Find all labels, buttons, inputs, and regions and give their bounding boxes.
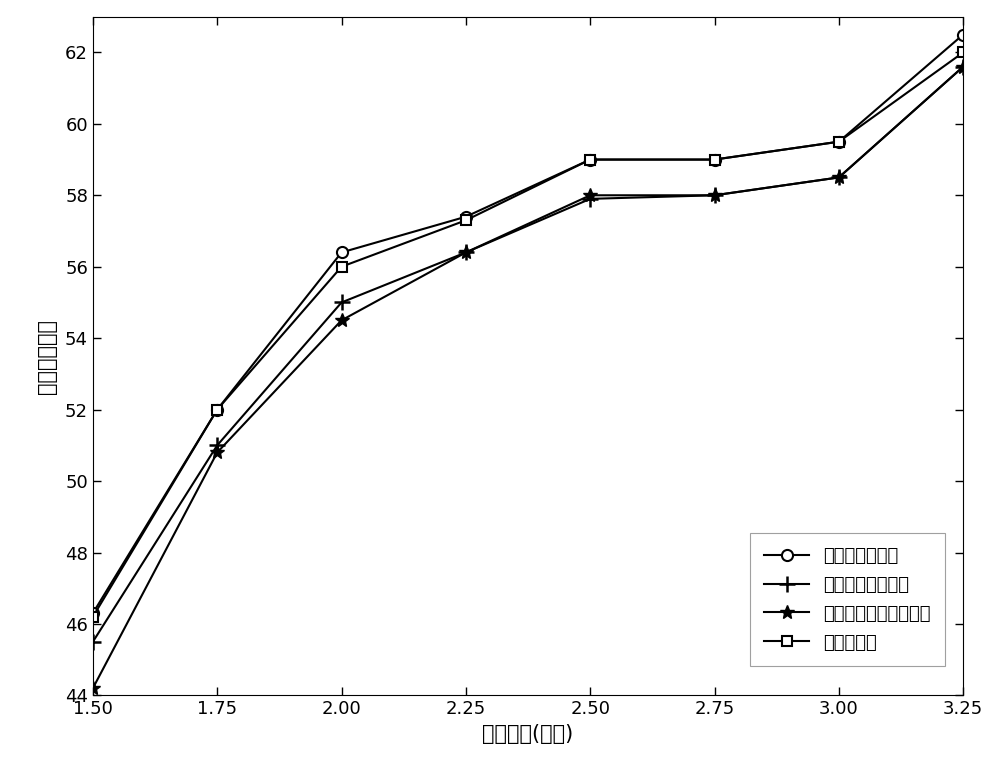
噴射等待路由方法 — [957, 62, 969, 71]
噴射等待路由方法 — [709, 191, 721, 200]
本发明方法 — [211, 405, 223, 414]
Line: 本发明方法: 本发明方法 — [88, 47, 968, 622]
传染病路由方法 — [336, 248, 348, 257]
基于社会群体路由方法 — [336, 316, 348, 325]
基于社会群体路由方法 — [709, 191, 721, 200]
本发明方法 — [336, 262, 348, 272]
噴射等待路由方法 — [584, 194, 596, 203]
基于社会群体路由方法 — [211, 448, 223, 457]
本发明方法 — [957, 48, 969, 57]
基于社会群体路由方法 — [460, 248, 472, 257]
传染病路由方法 — [460, 212, 472, 221]
传染病路由方法 — [211, 405, 223, 414]
噴射等待路由方法 — [336, 298, 348, 307]
传染病路由方法 — [584, 155, 596, 165]
噴射等待路由方法 — [211, 441, 223, 450]
传染病路由方法 — [709, 155, 721, 165]
噴射等待路由方法 — [460, 248, 472, 257]
噴射等待路由方法 — [833, 173, 845, 182]
噴射等待路由方法 — [87, 637, 99, 646]
基于社会群体路由方法 — [957, 62, 969, 71]
Line: 噴射等待路由方法: 噴射等待路由方法 — [85, 59, 971, 650]
本发明方法 — [584, 155, 596, 165]
本发明方法 — [833, 137, 845, 147]
Line: 基于社会群体路由方法: 基于社会群体路由方法 — [86, 60, 970, 695]
本发明方法 — [87, 612, 99, 622]
Y-axis label: 传输率（％）: 传输率（％） — [37, 318, 57, 393]
Line: 传染病路由方法: 传染病路由方法 — [87, 29, 969, 618]
Legend: 传染病路由方法, 噴射等待路由方法, 基于社会群体路由方法, 本发明方法: 传染病路由方法, 噴射等待路由方法, 基于社会群体路由方法, 本发明方法 — [750, 532, 945, 666]
传染病路由方法 — [957, 29, 969, 39]
传染病路由方法 — [87, 608, 99, 618]
X-axis label: 生存时间(小时): 生存时间(小时) — [482, 724, 574, 744]
传染病路由方法 — [833, 137, 845, 147]
基于社会群体路由方法 — [833, 173, 845, 182]
本发明方法 — [709, 155, 721, 165]
基于社会群体路由方法 — [584, 191, 596, 200]
基于社会群体路由方法 — [87, 684, 99, 693]
本发明方法 — [460, 216, 472, 225]
